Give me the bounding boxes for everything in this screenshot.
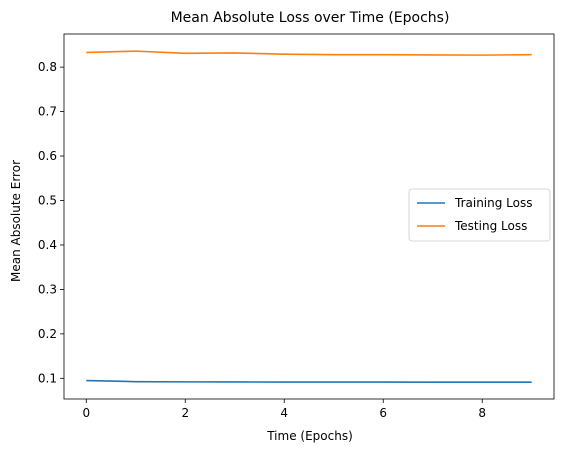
y-tick-label: 0.2 xyxy=(38,327,57,341)
series-line-training-loss xyxy=(86,379,532,383)
x-axis-ticks: 0 2 4 6 8 xyxy=(82,399,486,420)
legend-label-training-loss: Training Loss xyxy=(454,196,532,210)
x-tick-label: 6 xyxy=(379,406,387,420)
y-axis-ticks: 0.1 0.2 0.3 0.4 0.5 0.6 0.7 0.8 xyxy=(38,60,64,385)
chart-title: Mean Absolute Loss over Time (Epochs) xyxy=(171,10,450,26)
x-tick-label: 8 xyxy=(478,406,486,420)
x-tick-label: 4 xyxy=(280,406,288,420)
legend: Training Loss Testing Loss xyxy=(408,188,551,242)
y-axis-label: Mean Absolute Error xyxy=(9,160,23,282)
y-tick-label: 0.8 xyxy=(38,60,57,74)
y-tick-label: 0.1 xyxy=(38,371,57,385)
x-tick-label: 0 xyxy=(82,406,90,420)
axes-frame xyxy=(63,33,555,400)
x-axis-label: Time (Epochs) xyxy=(266,429,353,443)
y-tick-label: 0.6 xyxy=(38,149,57,163)
series-line-testing-loss xyxy=(86,50,532,56)
y-tick-label: 0.3 xyxy=(38,282,57,296)
y-tick-label: 0.7 xyxy=(38,105,57,119)
legend-box xyxy=(408,188,551,242)
legend-label-testing-loss: Testing Loss xyxy=(454,219,527,233)
y-tick-label: 0.5 xyxy=(38,193,57,207)
plot-area: 0 2 4 6 8 0.1 0.2 0.3 0.4 0.5 0.6 0.7 0.8 xyxy=(38,33,555,420)
series-lines xyxy=(86,50,532,383)
y-tick-label: 0.4 xyxy=(38,238,57,252)
x-tick-label: 2 xyxy=(181,406,189,420)
